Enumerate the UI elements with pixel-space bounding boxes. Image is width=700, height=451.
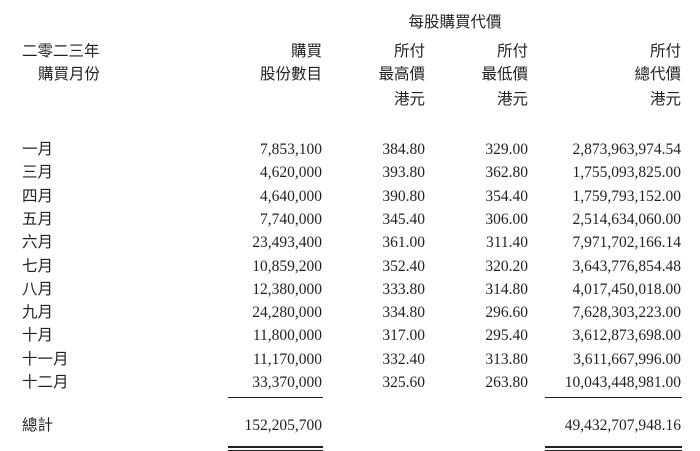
shares-cell: 24,280,000 [252, 304, 322, 322]
high-price-cell: 384.80 [382, 141, 425, 158]
total-double-rule-amount [545, 446, 682, 451]
month-cell: 十月 [22, 327, 54, 345]
low-price-cell: 320.20 [485, 257, 528, 275]
high-price-cell: 334.80 [382, 304, 425, 322]
total-label: 總計 [22, 417, 54, 434]
total-price-cell: 2,514,634,060.00 [572, 210, 682, 228]
header-high-unit: 港元 [393, 91, 425, 108]
shares-cell: 4,620,000 [260, 164, 322, 182]
month-cell: 四月 [22, 187, 54, 205]
high-price-cell: 317.00 [382, 327, 425, 345]
header-low-2: 最低價 [481, 66, 528, 83]
header-total-2: 總代價 [634, 66, 681, 83]
low-price-cell: 329.00 [485, 141, 528, 158]
shares-cell: 11,170,000 [252, 350, 322, 368]
total-price-cell: 10,043,448,981.00 [564, 374, 681, 391]
month-cell: 五月 [22, 210, 54, 228]
total-price-cell: 7,971,702,166.14 [572, 234, 682, 252]
low-price-cell: 295.40 [485, 327, 528, 345]
shares-cell: 10,859,200 [252, 257, 322, 275]
high-price-cell: 345.40 [382, 210, 425, 228]
month-cell: 九月 [22, 304, 54, 322]
total-price-cell: 3,643,776,854.48 [572, 257, 682, 275]
header-high-2: 最高價 [378, 66, 425, 83]
month-cell: 三月 [22, 164, 54, 182]
low-price-cell: 354.40 [485, 187, 528, 205]
low-price-cell: 313.80 [485, 350, 528, 368]
high-price-cell: 393.80 [382, 164, 425, 182]
low-price-cell: 314.80 [485, 280, 528, 298]
header-high-1: 所付 [393, 43, 425, 60]
month-cell: 八月 [22, 280, 54, 298]
shares-cell: 11,800,000 [252, 327, 322, 345]
low-price-cell: 263.80 [485, 374, 528, 391]
header-total-unit: 港元 [649, 91, 681, 108]
month-cell: 六月 [22, 234, 54, 252]
total-price-cell: 2,873,963,974.54 [572, 141, 682, 158]
total-price-cell: 1,759,793,152.00 [572, 187, 682, 205]
high-price-cell: 332.40 [382, 350, 425, 368]
group-title: 每股購買代價 [408, 14, 502, 31]
header-month: 購買月份 [38, 66, 101, 83]
total-double-rule-shares [228, 446, 323, 451]
low-price-cell: 362.80 [485, 164, 528, 182]
month-cell: 十二月 [22, 374, 69, 391]
header-low-1: 所付 [496, 43, 528, 60]
total-shares: 152,205,700 [244, 417, 323, 434]
header-shares-1: 購買 [290, 43, 322, 60]
shares-cell: 23,493,400 [252, 234, 322, 252]
shares-cell: 33,370,000 [252, 374, 322, 391]
total-price-cell: 3,612,873,698.00 [572, 327, 682, 345]
low-price-cell: 311.40 [485, 234, 528, 252]
high-price-cell: 352.40 [382, 257, 425, 275]
total-price-cell: 3,611,667,996.00 [573, 350, 681, 368]
header-total-1: 所付 [649, 43, 681, 60]
total-price-cell: 7,628,303,223.00 [572, 304, 682, 322]
low-price-cell: 306.00 [485, 210, 528, 228]
header-year: 二零二三年 [22, 43, 100, 60]
shares-cell: 7,853,100 [260, 141, 322, 158]
subtotal-rule-shares [228, 397, 323, 398]
shares-cell: 7,740,000 [260, 210, 322, 228]
total-price-cell: 1,755,093,825.00 [572, 164, 682, 182]
month-cell: 十一月 [22, 350, 69, 368]
high-price-cell: 325.60 [382, 374, 425, 391]
high-price-cell: 390.80 [382, 187, 425, 205]
header-low-unit: 港元 [496, 91, 528, 108]
month-cell: 一月 [22, 141, 54, 158]
header-shares-2: 股份數目 [259, 66, 322, 83]
low-price-cell: 296.60 [485, 304, 528, 322]
shares-cell: 4,640,000 [260, 187, 322, 205]
high-price-cell: 333.80 [382, 280, 425, 298]
subtotal-rule-total [545, 397, 682, 398]
shares-cell: 12,380,000 [252, 280, 322, 298]
total-price-cell: 4,017,450,018.00 [572, 280, 682, 298]
month-cell: 七月 [22, 257, 54, 275]
high-price-cell: 361.00 [382, 234, 425, 252]
total-amount: 49,432,707,948.16 [564, 417, 681, 434]
